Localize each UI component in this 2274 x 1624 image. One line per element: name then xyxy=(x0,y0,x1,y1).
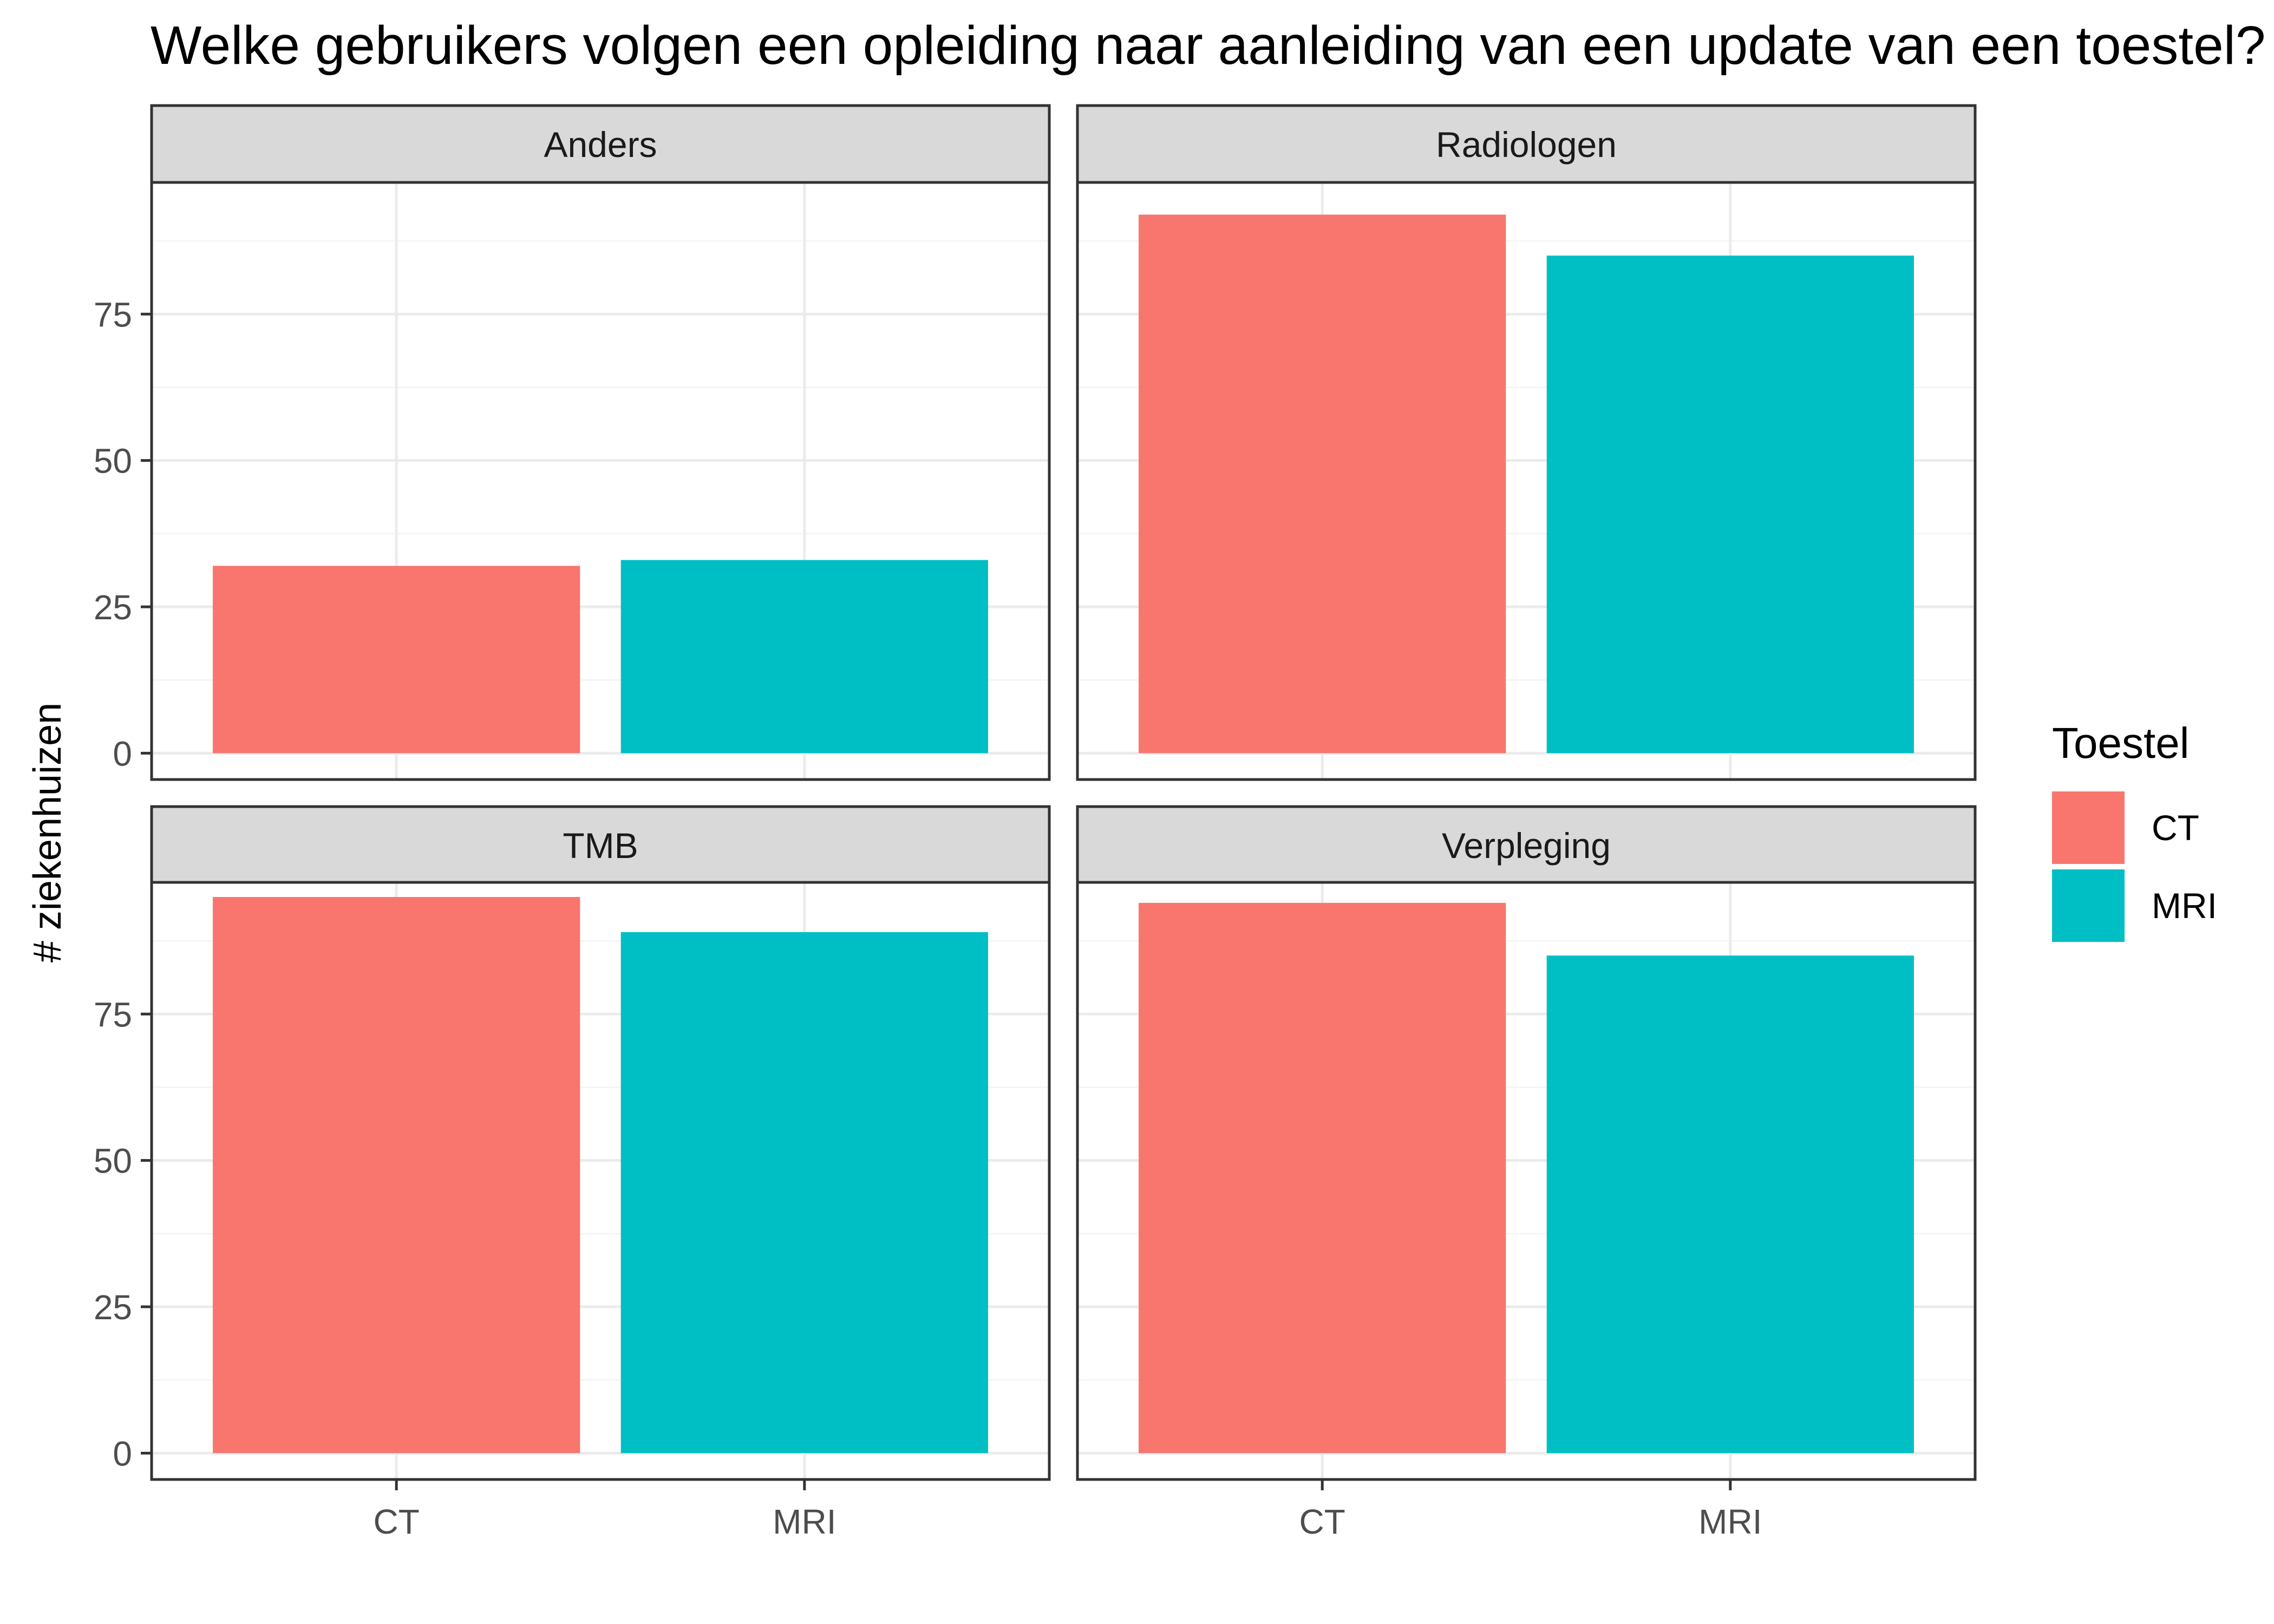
facet-strip-tmb xyxy=(150,805,1051,885)
facet-panel-verpleging: Verpleging CT MRI xyxy=(1076,805,1977,1541)
legend-title: Toestel xyxy=(2052,719,2189,767)
legend: Toestel CT MRI xyxy=(2052,719,2217,942)
facet-label-radiologen: Radiologen xyxy=(1436,125,1617,165)
bar-radiologen-mri xyxy=(1546,256,1914,754)
x-tick-label: CT xyxy=(374,1502,420,1541)
y-tick-label: 50 xyxy=(94,1142,132,1181)
bar-verpleging-mri xyxy=(1546,955,1914,1453)
legend-label-ct: CT xyxy=(2152,808,2199,848)
y-tick-label: 75 xyxy=(94,995,132,1034)
bar-verpleging-ct xyxy=(1139,902,1506,1453)
y-tick-label: 0 xyxy=(113,734,132,773)
x-tick-label: MRI xyxy=(1698,1502,1762,1541)
bar-anders-ct xyxy=(213,566,580,754)
y-tick-label: 25 xyxy=(94,588,132,627)
panel-border xyxy=(150,181,1051,781)
y-tick-label: 75 xyxy=(94,295,132,334)
facet-label-tmb: TMB xyxy=(563,826,638,866)
x-tick-label: MRI xyxy=(773,1502,836,1541)
facet-label-anders: Anders xyxy=(544,125,657,165)
bar-anders-mri xyxy=(620,560,988,754)
bar-tmb-ct xyxy=(213,897,580,1453)
facet-panel-tmb: TMB 0 25 50 75 CT MRI xyxy=(94,805,1051,1541)
y-tick-label: 0 xyxy=(113,1434,132,1473)
facet-label-verpleging: Verpleging xyxy=(1442,826,1611,866)
facet-panel-radiologen: Radiologen xyxy=(1076,104,1977,781)
y-tick-label: 50 xyxy=(94,442,132,481)
legend-label-mri: MRI xyxy=(2152,886,2217,926)
facet-panel-anders: Anders 0 25 50 75 xyxy=(94,104,1051,781)
bar-tmb-mri xyxy=(620,932,988,1453)
chart-title: Welke gebruikers volgen een opleiding na… xyxy=(151,15,2266,76)
legend-key-mri xyxy=(2052,869,2125,942)
panel-border xyxy=(1076,881,1977,1481)
facet-strip-radiologen xyxy=(1076,104,1977,184)
legend-key-ct xyxy=(2052,791,2125,864)
y-tick-label: 25 xyxy=(94,1288,132,1327)
panel-border xyxy=(1076,181,1977,781)
y-axis-label: # ziekenhuizen xyxy=(26,703,69,962)
bar-radiologen-ct xyxy=(1139,214,1506,754)
facet-strip-anders xyxy=(150,104,1051,184)
x-tick-label: CT xyxy=(1299,1502,1345,1541)
panel-border xyxy=(150,881,1051,1481)
